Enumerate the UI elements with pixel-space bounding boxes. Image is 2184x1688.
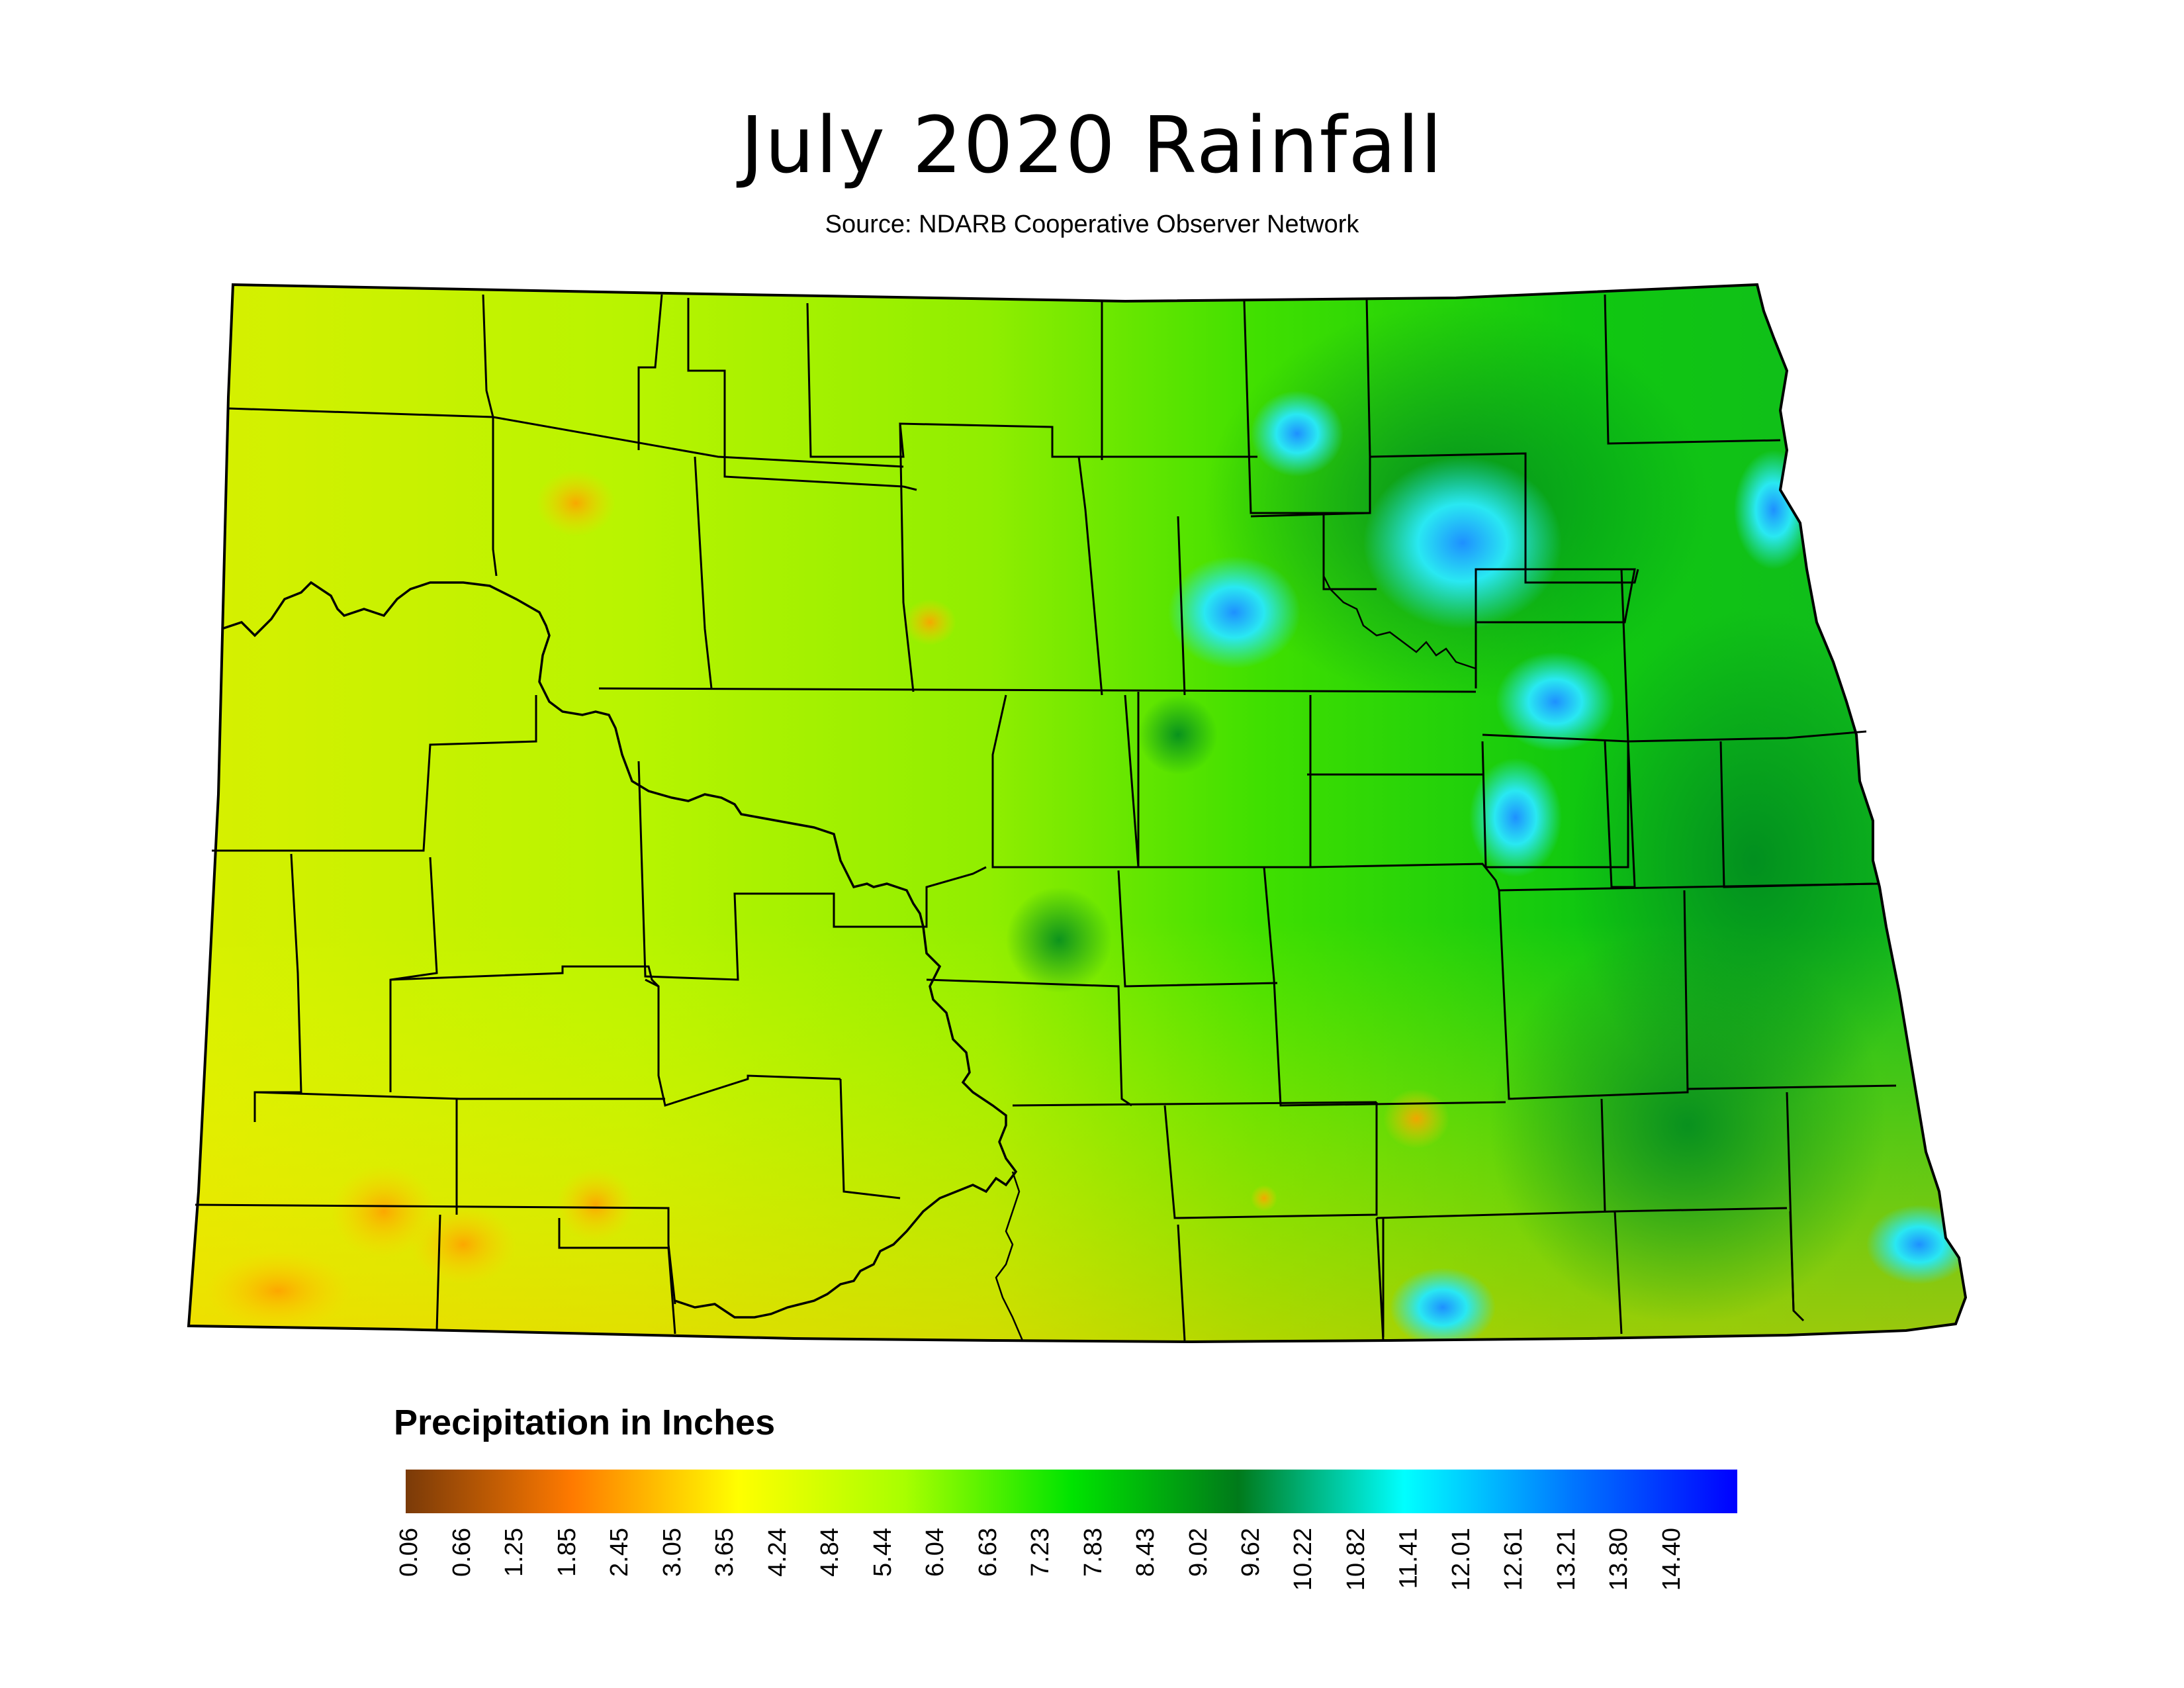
county-boundaries bbox=[195, 294, 1897, 1341]
legend-colorbar bbox=[406, 1470, 1737, 1513]
map-subtitle: Source: NDARB Cooperative Observer Netwo… bbox=[825, 211, 1359, 238]
sheyenne-river bbox=[1322, 575, 1477, 670]
red-river bbox=[995, 1171, 1024, 1341]
legend-title: Precipitation in Inches bbox=[394, 1403, 776, 1442]
map-title: July 2020 Rainfall bbox=[740, 99, 1444, 191]
missouri-river bbox=[221, 581, 1018, 1319]
